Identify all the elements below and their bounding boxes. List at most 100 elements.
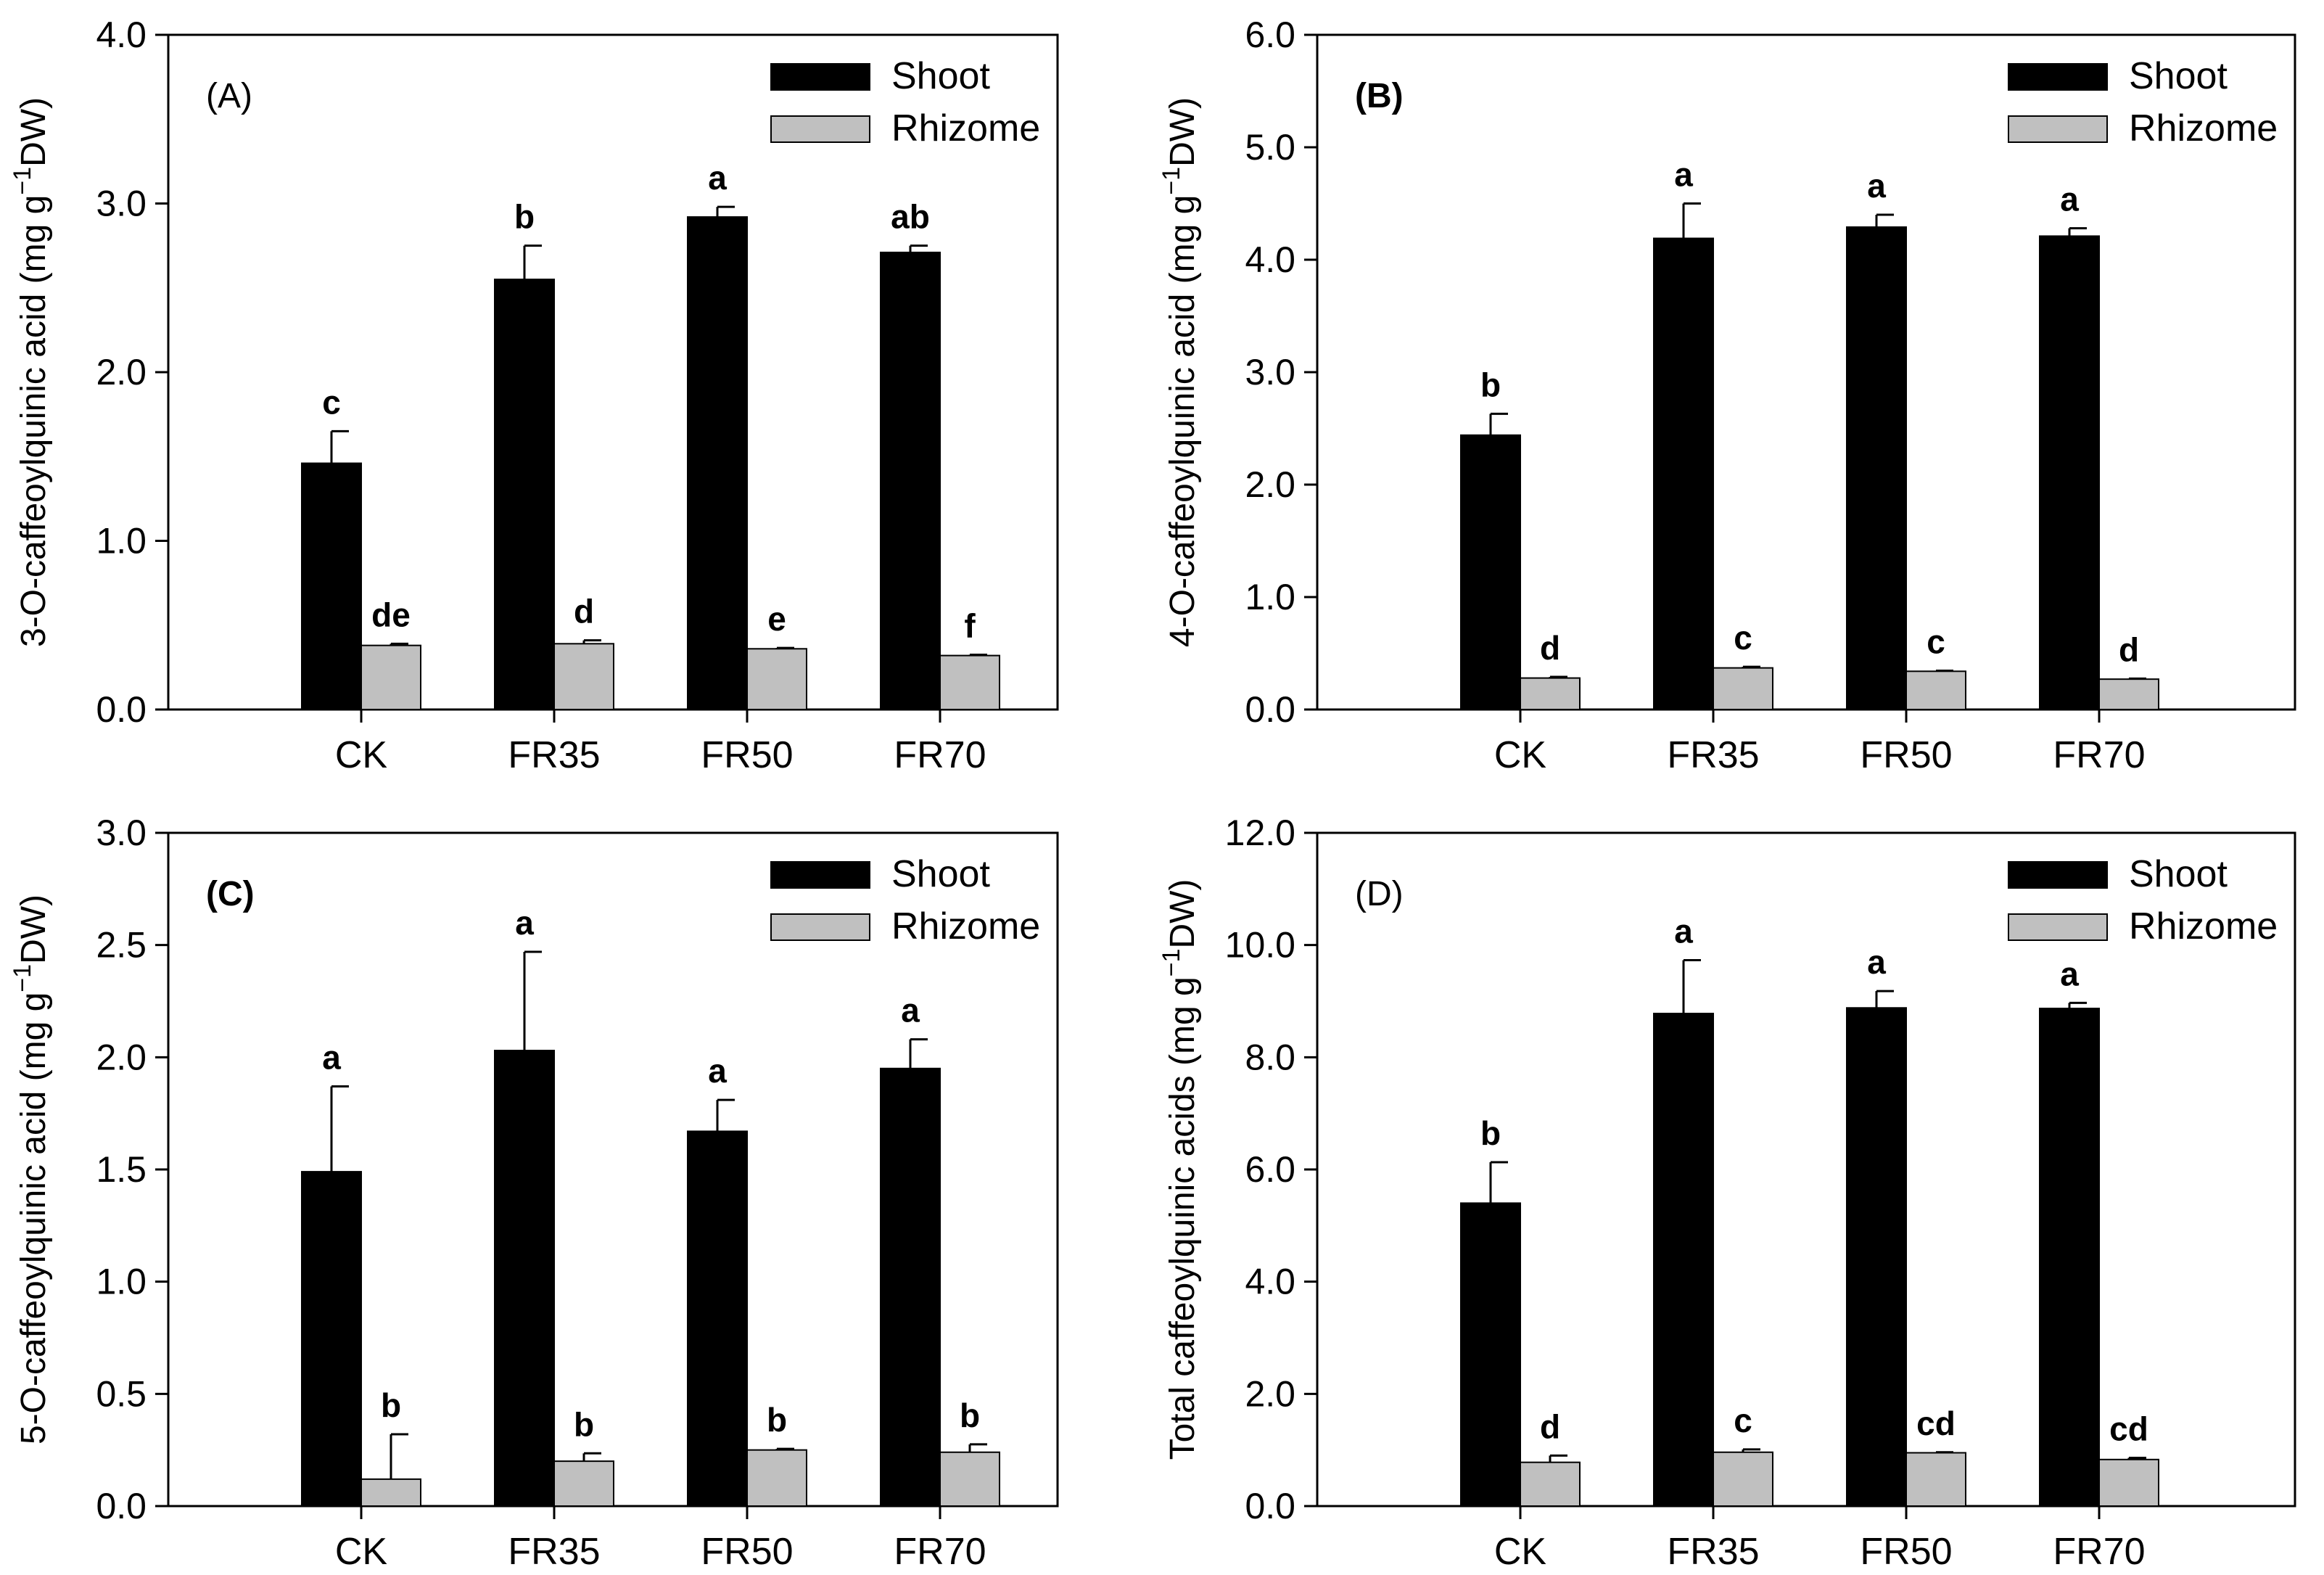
significance-letter: ab (891, 198, 930, 236)
bar-shoot-fr35 (494, 1050, 555, 1507)
legend-label-rhizome: Rhizome (2129, 107, 2278, 149)
significance-letter: de (371, 596, 411, 633)
bar-rhizome-fr70 (939, 1451, 1000, 1508)
bar-rhizome-fr70 (939, 654, 1000, 710)
legend-label-rhizome: Rhizome (891, 905, 1040, 947)
x-tick-label: FR35 (1667, 734, 1759, 776)
bar-rhizome-ck (1520, 1461, 1581, 1508)
y-tick-label: 3.0 (1245, 352, 1295, 392)
significance-letter: a (515, 904, 534, 942)
y-tick-label: 2.0 (96, 1037, 147, 1077)
panel-label: (B) (1355, 77, 1404, 115)
bar-shoot-fr70 (2039, 235, 2100, 710)
bar-rhizome-ck (360, 1478, 421, 1508)
y-tick-label: 2.5 (96, 925, 147, 966)
bar-shoot-ck (1460, 434, 1521, 710)
legend-swatch-shoot (770, 861, 870, 889)
significance-letter: a (2060, 955, 2079, 992)
bar-rhizome-fr50 (746, 1449, 807, 1507)
legend-label-shoot: Shoot (891, 853, 990, 895)
y-tick-label: 6.0 (1245, 1149, 1295, 1190)
bar-rhizome-fr35 (1713, 1451, 1773, 1508)
bar-shoot-fr50 (687, 216, 748, 711)
bar-rhizome-ck (360, 644, 421, 711)
panel-label: (D) (1355, 875, 1404, 913)
y-axis-label-text: 3-O-caffeoylquinic acid (mg g (15, 195, 53, 647)
bar-rhizome-fr50 (746, 648, 807, 710)
significance-letter: e (767, 600, 786, 638)
bar-shoot-fr70 (2039, 1008, 2100, 1507)
significance-letter: d (574, 593, 594, 630)
x-tick-label: CK (1494, 734, 1547, 776)
x-tick-label: FR70 (2053, 734, 2145, 776)
legend-label-shoot: Shoot (2129, 55, 2228, 97)
significance-letter: b (960, 1397, 980, 1434)
bar-shoot-ck (1460, 1202, 1521, 1508)
bar-rhizome-fr35 (553, 1460, 614, 1507)
y-axis-label-superscript: −1 (1158, 949, 1185, 977)
y-axis-label-text: Total caffeoylquinic acids (mg g (1163, 976, 1202, 1460)
y-axis-label-unit: DW) (1163, 97, 1202, 167)
significance-letter: c (1734, 1402, 1752, 1439)
bar-shoot-fr35 (494, 279, 555, 710)
bar-shoot-fr50 (1846, 1007, 1907, 1507)
legend-swatch-rhizome (2008, 913, 2108, 941)
bar-shoot-ck (301, 1171, 362, 1508)
x-tick-label: CK (1494, 1531, 1547, 1573)
y-axis-label-text: 5-O-caffeoylquinic acid (mg g (15, 992, 53, 1444)
bar-shoot-fr50 (687, 1130, 748, 1507)
y-tick-label: 0.0 (96, 1486, 147, 1526)
y-axis-label: Total caffeoylquinic acids (mg g−1DW) (1158, 879, 1202, 1460)
y-tick-label: 2.0 (96, 352, 147, 392)
significance-letter: b (514, 198, 535, 236)
x-tick-label: FR35 (508, 734, 600, 776)
y-tick-label: 1.5 (96, 1149, 147, 1190)
significance-letter: b (381, 1386, 401, 1424)
y-tick-label: 1.0 (96, 521, 147, 562)
significance-letter: b (767, 1401, 787, 1439)
y-tick-label: 3.0 (96, 184, 147, 224)
bar-rhizome-fr50 (1905, 1452, 1966, 1507)
y-axis-label-superscript: −1 (1158, 167, 1185, 195)
legend-swatch-rhizome (2008, 115, 2108, 143)
y-tick-label: 4.0 (1245, 1262, 1295, 1302)
significance-letter: a (2060, 181, 2079, 218)
y-axis-label-superscript: −1 (9, 964, 36, 992)
y-tick-label: 6.0 (1245, 15, 1295, 55)
y-tick-label: 1.0 (1245, 577, 1295, 617)
x-tick-label: FR50 (701, 1531, 793, 1573)
significance-letter: b (1480, 366, 1501, 403)
x-tick-label: FR70 (2053, 1531, 2145, 1573)
y-tick-label: 2.0 (1245, 464, 1295, 505)
y-tick-label: 8.0 (1245, 1037, 1295, 1077)
significance-letter: c (1734, 619, 1752, 657)
bar-shoot-fr70 (880, 251, 941, 710)
y-axis-label: 4-O-caffeoylquinic acid (mg g−1DW) (1158, 97, 1202, 647)
significance-letter: a (708, 1052, 727, 1090)
significance-letter: a (1867, 167, 1886, 205)
significance-letter: d (1540, 629, 1560, 667)
x-tick-label: FR35 (508, 1531, 600, 1573)
bar-shoot-fr35 (1653, 237, 1714, 710)
legend-swatch-shoot (2008, 63, 2108, 91)
y-tick-label: 0.0 (1245, 689, 1295, 730)
chart-panel-d: 0.0 2.0 4.0 6.0 8.0 10.0 12.0 CK FR35 FR50 FR70 b a a… (1158, 813, 2296, 1573)
legend-swatch-rhizome (770, 913, 870, 941)
bar-shoot-fr70 (880, 1067, 941, 1508)
y-tick-label: 0.5 (96, 1373, 147, 1414)
y-axis-label: 5-O-caffeoylquinic acid (mg g−1DW) (9, 895, 53, 1444)
legend-label-shoot: Shoot (891, 55, 990, 97)
y-tick-label: 3.0 (96, 813, 147, 853)
panel-label: (A) (206, 77, 252, 115)
x-tick-label: FR50 (1860, 1531, 1952, 1573)
x-tick-label: FR50 (701, 734, 793, 776)
y-tick-label: 0.0 (96, 689, 147, 730)
bar-rhizome-fr70 (2098, 1458, 2159, 1508)
significance-letter: cd (2109, 1410, 2148, 1447)
significance-letter: c (1927, 623, 1945, 661)
y-axis-label-unit: DW) (15, 895, 53, 964)
legend-label-rhizome: Rhizome (2129, 905, 2278, 947)
bar-rhizome-fr35 (1713, 667, 1773, 711)
